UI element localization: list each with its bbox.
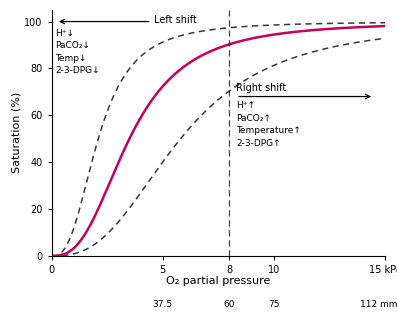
Y-axis label: Saturation (%): Saturation (%)	[12, 92, 21, 174]
Text: 75: 75	[268, 300, 279, 309]
Text: H⁺↑
PaCO₂↑
Temperature↑
2-3-DPG↑: H⁺↑ PaCO₂↑ Temperature↑ 2-3-DPG↑	[236, 101, 301, 148]
Text: 37.5: 37.5	[153, 300, 173, 309]
Text: 60: 60	[224, 300, 235, 309]
X-axis label: O₂ partial pressure: O₂ partial pressure	[166, 276, 270, 286]
Text: H⁺↓
PaCO₂↓
Temp↓
2-3-DPG↓: H⁺↓ PaCO₂↓ Temp↓ 2-3-DPG↓	[55, 29, 100, 75]
Text: 112 mmHg: 112 mmHg	[360, 300, 397, 309]
Text: Left shift: Left shift	[154, 15, 197, 25]
Text: Right shift: Right shift	[236, 83, 286, 93]
